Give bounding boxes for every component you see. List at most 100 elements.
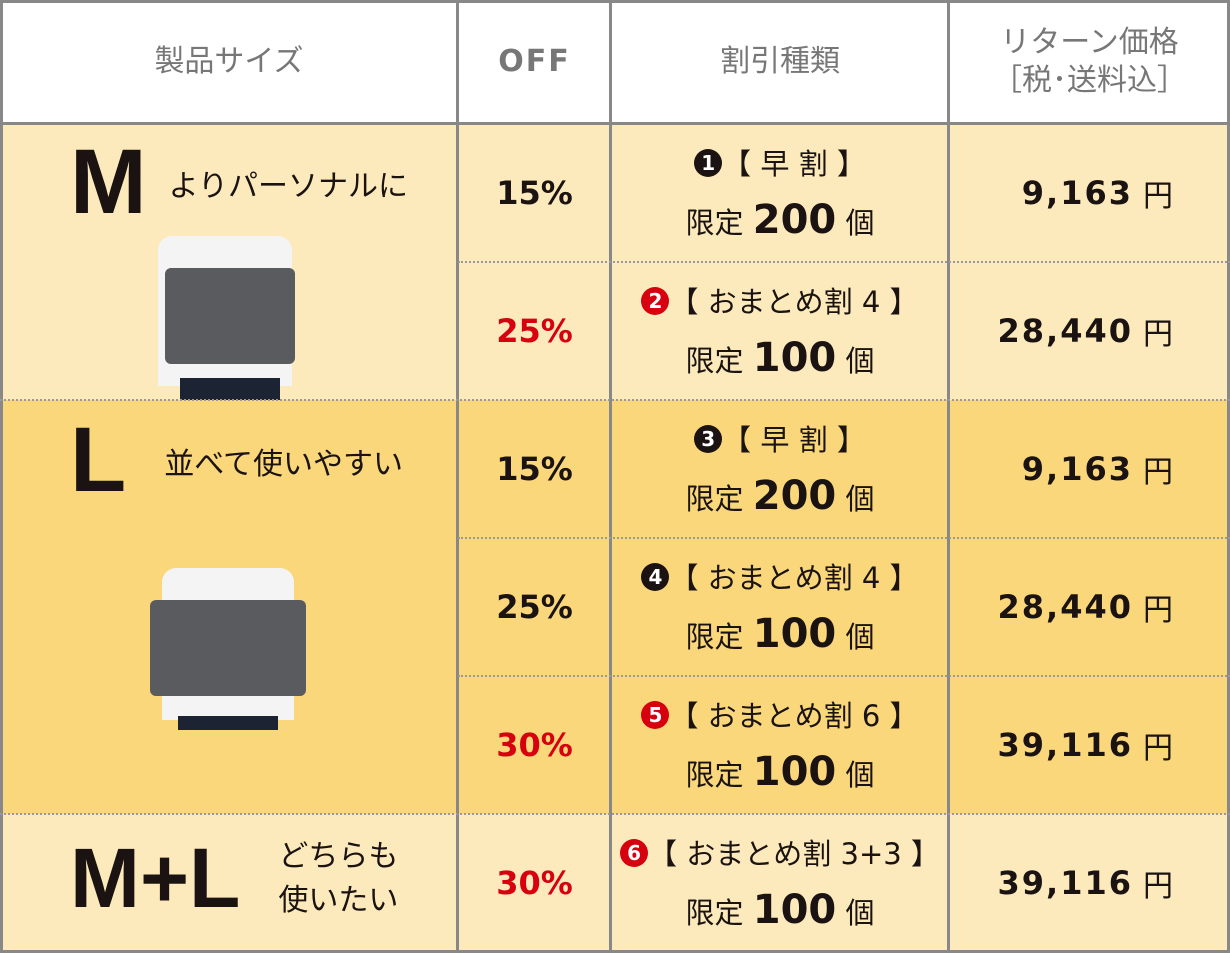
size-label: L [70, 409, 127, 511]
number-badge-icon: 2 [641, 286, 670, 315]
price-cell: 39,116 円 [949, 814, 1230, 952]
number-badge-icon: 4 [641, 562, 670, 591]
row-divider [458, 675, 1230, 677]
header-type: 割引種類 [720, 44, 840, 79]
discount-type-cell: 6 【 おまとめ割 3+3 】 限定 100 個 [611, 814, 949, 952]
col-divider [456, 0, 459, 953]
col-divider [609, 0, 612, 953]
discount-label: 4 【 おまとめ割 4 】 [641, 550, 919, 606]
limit-count: 200 [752, 196, 837, 243]
size-label: M [70, 131, 147, 233]
off-cell: 30% [458, 676, 611, 814]
limit-prefix: 限定 [685, 757, 744, 792]
currency: 円 [1143, 731, 1175, 766]
limit-text: 限定 200 個 [686, 192, 875, 251]
price-value: 9,163 [1021, 174, 1133, 212]
limit-text: 限定 100 個 [686, 744, 875, 803]
limit-suffix: 個 [845, 619, 875, 654]
price-value: 28,440 [997, 588, 1133, 626]
limit-count: 100 [752, 610, 837, 657]
row-divider [458, 261, 1230, 263]
number-badge-icon: 6 [620, 838, 649, 867]
size-tagline: よりパーソナルに [168, 168, 409, 204]
discount-type-cell: 4 【 おまとめ割 4 】 限定 100 個 [611, 538, 949, 676]
limit-suffix: 個 [845, 205, 875, 240]
discount-label: 3 【 早 割 】 [694, 412, 866, 468]
discount-type-cell: 3 【 早 割 】 限定 200 個 [611, 400, 949, 538]
off-cell: 15% [458, 124, 611, 262]
group-ml-bg [0, 814, 1230, 953]
price-value: 39,116 [997, 864, 1133, 902]
currency: 円 [1143, 455, 1175, 490]
currency: 円 [1143, 869, 1175, 904]
discount-name: 【 おまとめ割 4 】 [669, 560, 919, 595]
price-cell: 9,163 円 [949, 400, 1230, 538]
number-badge-icon: 5 [641, 700, 670, 729]
discount-name: 【 早 割 】 [722, 146, 866, 181]
currency: 円 [1143, 593, 1175, 628]
limit-suffix: 個 [845, 481, 875, 516]
header-size: 製品サイズ [154, 44, 304, 79]
discount-label: 2 【 おまとめ割 4 】 [641, 274, 919, 330]
size-l: L 並べて使いやすい [70, 408, 403, 513]
currency: 円 [1143, 317, 1175, 352]
off-value: 30% [496, 726, 573, 764]
off-value: 15% [496, 174, 573, 212]
off-cell: 25% [458, 262, 611, 400]
number-badge-icon: 3 [694, 424, 723, 453]
limit-suffix: 個 [845, 757, 875, 792]
limit-count: 100 [752, 748, 837, 795]
off-cell: 25% [458, 538, 611, 676]
header-price-note: ［税･送料込］ [992, 63, 1187, 98]
discount-name: 【 おまとめ割 3+3 】 [648, 836, 940, 871]
discount-name: 【 おまとめ割 6 】 [669, 698, 919, 733]
price-value: 9,163 [1021, 450, 1133, 488]
person-holding-laptop-case-icon [148, 568, 308, 732]
tagline-line2: 使いたい [278, 882, 399, 918]
limit-text: 限定 100 個 [686, 330, 875, 389]
limit-suffix: 個 [845, 895, 875, 930]
discount-name: 【 早 割 】 [722, 422, 866, 457]
off-value: 25% [496, 312, 573, 350]
price-value: 28,440 [997, 312, 1133, 350]
header-price-title: リターン価格 [1000, 25, 1179, 60]
off-cell: 30% [458, 814, 611, 952]
discount-type-cell: 1 【 早 割 】 限定 200 個 [611, 124, 949, 262]
price-value: 39,116 [997, 726, 1133, 764]
discount-type-cell: 5 【 おまとめ割 6 】 限定 100 個 [611, 676, 949, 814]
price-cell: 39,116 円 [949, 676, 1230, 814]
limit-suffix: 個 [845, 343, 875, 378]
off-value: 30% [496, 864, 573, 902]
discount-label: 5 【 おまとめ割 6 】 [641, 688, 919, 744]
discount-name: 【 おまとめ割 4 】 [669, 284, 919, 319]
row-divider [0, 813, 1230, 815]
size-tagline: どちらも 使いたい [278, 835, 398, 923]
row-divider [458, 537, 1230, 539]
off-value: 15% [496, 450, 573, 488]
size-label: M+L [70, 831, 241, 925]
person-holding-laptop-case-icon [150, 236, 300, 400]
header-divider [0, 122, 1230, 125]
size-tagline: 並べて使いやすい [164, 446, 404, 482]
limit-text: 限定 200 個 [686, 468, 875, 527]
limit-count: 200 [752, 472, 837, 519]
price-cell: 28,440 円 [949, 262, 1230, 400]
discount-type-cell: 2 【 おまとめ割 4 】 限定 100 個 [611, 262, 949, 400]
limit-count: 100 [752, 334, 837, 381]
currency: 円 [1143, 179, 1175, 214]
limit-prefix: 限定 [685, 619, 744, 654]
off-value: 25% [496, 588, 573, 626]
tagline-line1: どちらも [278, 838, 399, 874]
size-m: M よりパーソナルに [70, 130, 408, 235]
price-cell: 9,163 円 [949, 124, 1230, 262]
col-divider [947, 0, 950, 953]
size-ml: M+L どちらも 使いたい [70, 830, 398, 927]
header-off: OFF [498, 44, 571, 79]
limit-prefix: 限定 [685, 205, 744, 240]
discount-label: 1 【 早 割 】 [694, 136, 866, 192]
limit-text: 限定 100 個 [686, 882, 875, 941]
limit-prefix: 限定 [685, 895, 744, 930]
off-cell: 15% [458, 400, 611, 538]
limit-count: 100 [752, 886, 837, 933]
